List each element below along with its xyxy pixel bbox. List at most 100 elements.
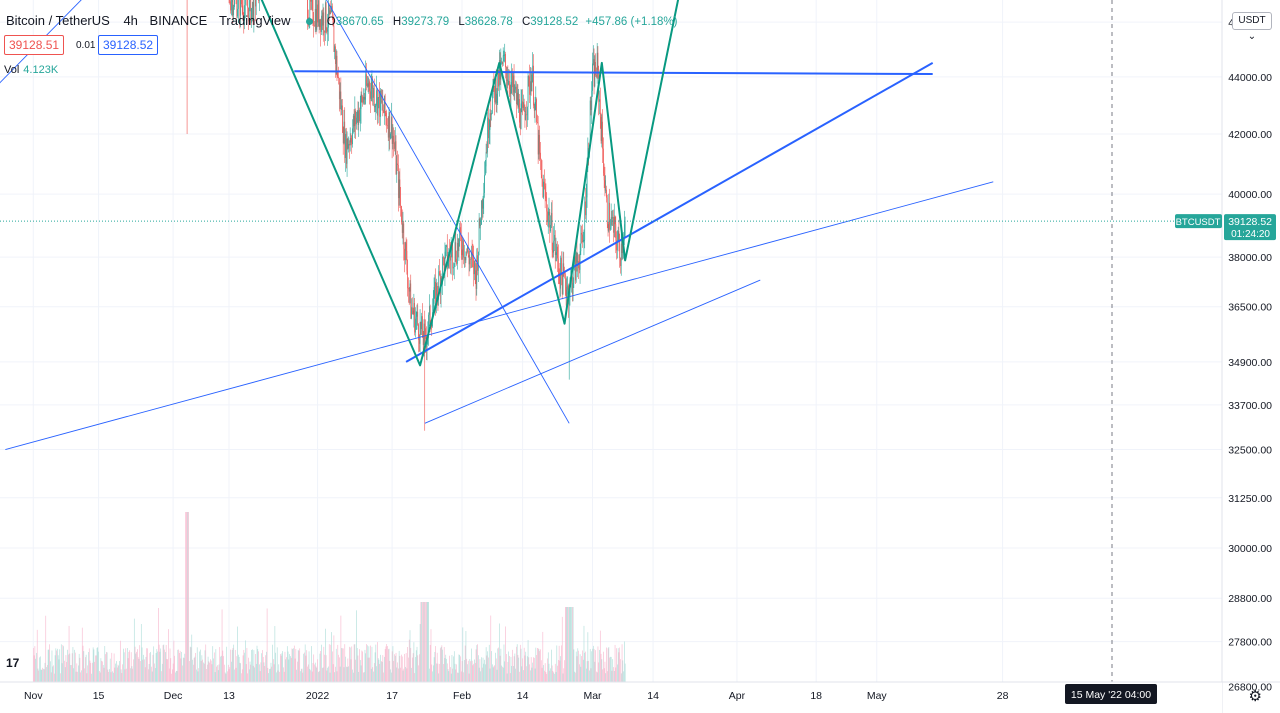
- volume-bar: [119, 640, 121, 682]
- volume-bar: [370, 645, 371, 682]
- interval-label[interactable]: 4h: [123, 13, 138, 28]
- volume-bar: [310, 670, 311, 682]
- volume-bar: [516, 646, 517, 682]
- candle-body: [321, 15, 322, 32]
- volume-bar: [401, 654, 402, 682]
- volume-bar: [414, 673, 415, 682]
- candle-body: [316, 4, 318, 30]
- volume-bar: [619, 647, 621, 682]
- volume-bar: [419, 624, 421, 682]
- volume-bar: [505, 654, 507, 682]
- volume-bar: [226, 646, 228, 682]
- candle-body: [243, 16, 245, 21]
- candle-body: [338, 77, 339, 79]
- volume-bar: [299, 648, 301, 682]
- volume-bar: [586, 661, 588, 682]
- sell-price-button[interactable]: 39128.51: [4, 35, 65, 55]
- volume-bar: [441, 645, 443, 682]
- market-status-dot[interactable]: [306, 17, 314, 25]
- volume-bar: [294, 658, 296, 682]
- volume-bar: [382, 655, 384, 682]
- candle-body: [397, 164, 399, 199]
- candle-body: [428, 314, 429, 333]
- candle-body: [507, 79, 509, 85]
- volume-bar: [323, 646, 325, 682]
- volume-bar: [234, 649, 236, 682]
- volume-bar: [314, 662, 316, 682]
- volume-bar: [286, 657, 287, 682]
- crosshair-time-label: 15 May '22 04:00: [1071, 689, 1151, 701]
- volume-bar: [39, 657, 40, 682]
- candle-body: [389, 112, 391, 139]
- volume-bar: [495, 658, 497, 682]
- candle-body: [246, 0, 248, 6]
- candle-body: [248, 0, 250, 22]
- candle-body: [417, 311, 419, 325]
- candle-body: [488, 117, 489, 139]
- volume-bar: [537, 647, 538, 682]
- volume-bar: [246, 647, 248, 682]
- candle-body: [350, 138, 352, 143]
- volume-bar: [191, 634, 193, 682]
- symbol-title[interactable]: Bitcoin / TetherUS: [6, 13, 110, 28]
- volume-bar: [259, 664, 260, 682]
- candle-body: [418, 324, 419, 340]
- volume-legend[interactable]: Vol 4.123K: [4, 64, 58, 76]
- volume-bar: [595, 650, 596, 682]
- volume-bar: [55, 648, 57, 682]
- candle-body: [619, 241, 621, 259]
- volume-bar: [561, 616, 563, 682]
- volume-bar: [227, 671, 228, 682]
- volume-bar: [535, 647, 537, 682]
- candle-body: [457, 242, 458, 264]
- candle-body: [436, 283, 437, 309]
- volume-bar: [208, 661, 210, 682]
- candle-body: [251, 2, 253, 9]
- price-tick-label: 30000.00: [1228, 543, 1272, 555]
- volume-bar: [250, 664, 252, 682]
- candle-body: [426, 338, 428, 348]
- volume-bar: [450, 667, 451, 682]
- volume-bar: [45, 615, 47, 682]
- tradingview-logo-icon[interactable]: 17: [6, 656, 20, 670]
- volume-bar: [560, 656, 562, 682]
- candle-body: [356, 111, 358, 118]
- volume-bar: [394, 654, 395, 682]
- candle-body: [415, 318, 416, 333]
- volume-bar: [182, 657, 184, 682]
- volume-bar: [328, 666, 329, 682]
- volume-bar: [593, 648, 595, 682]
- volume-bar: [189, 646, 191, 682]
- candle-body: [366, 83, 368, 86]
- candle-body: [439, 271, 440, 276]
- trendline: [294, 70, 933, 76]
- symbol-badge: [1175, 214, 1222, 229]
- volume-bar: [333, 635, 335, 682]
- volume-bar: [177, 649, 179, 682]
- buy-price-button[interactable]: 39128.52: [98, 35, 159, 55]
- volume-bar: [523, 670, 524, 682]
- volume-bar: [567, 607, 568, 682]
- volume-bar: [388, 648, 390, 682]
- volume-bar: [277, 670, 279, 682]
- volume-bar: [498, 647, 499, 682]
- candle-body: [550, 224, 551, 232]
- candle-body: [397, 163, 398, 165]
- volume-bar: [235, 667, 237, 682]
- volume-bar: [79, 657, 81, 682]
- candle-body: [452, 246, 454, 269]
- candle-body: [484, 175, 485, 193]
- volume-bar: [99, 672, 101, 682]
- volume-bar: [366, 645, 368, 682]
- volume-bar: [52, 666, 54, 682]
- candle-body: [519, 122, 521, 129]
- gear-icon[interactable]: ⚙: [1248, 688, 1262, 705]
- volume-bar: [504, 661, 506, 682]
- candle-body: [585, 197, 587, 216]
- candle-body: [544, 186, 546, 197]
- currency-selector[interactable]: USDT ⌄: [1232, 12, 1272, 42]
- candle-body: [540, 152, 541, 160]
- volume-bar: [113, 653, 115, 682]
